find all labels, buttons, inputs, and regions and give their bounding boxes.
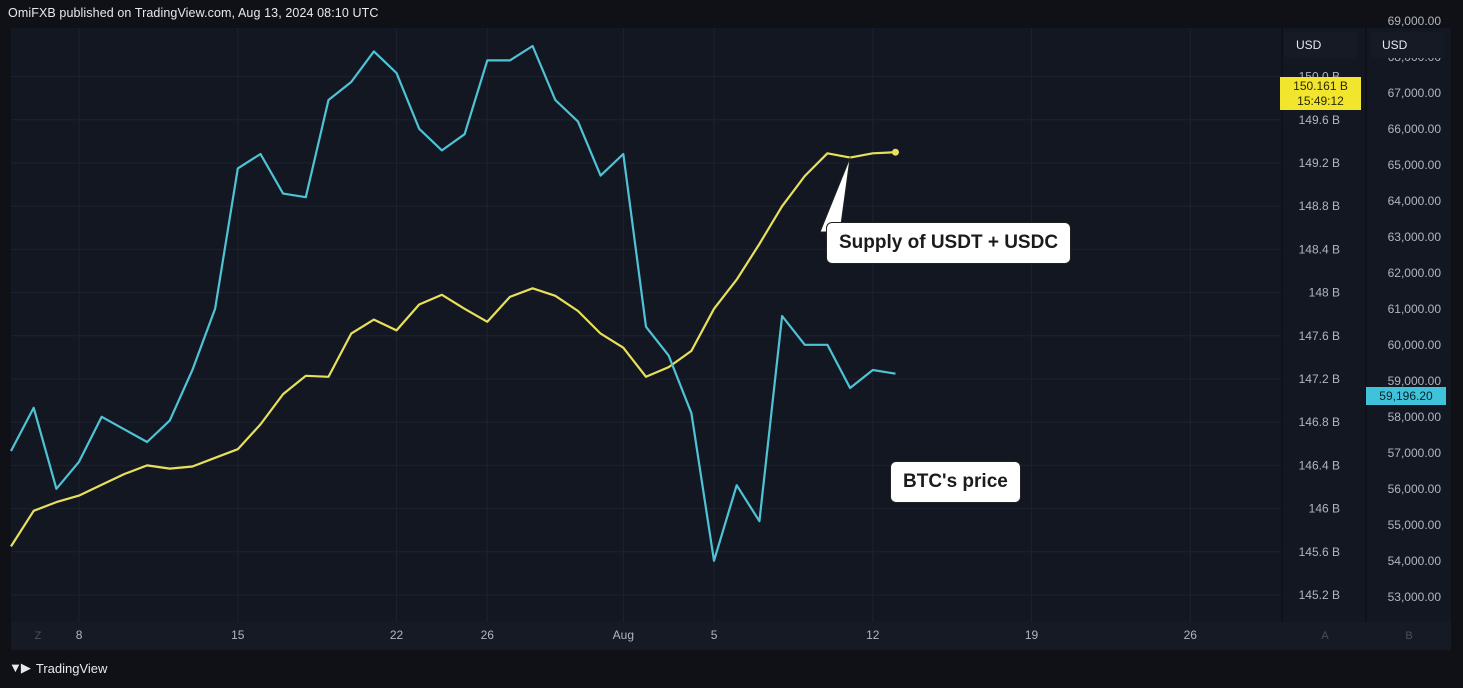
left-axis-corner-label: A xyxy=(1321,630,1329,642)
right-axis-tick-label: 65,000.00 xyxy=(1388,158,1442,172)
right-axis-corner-label: B xyxy=(1405,630,1412,642)
supply-last-point-marker xyxy=(891,148,899,156)
x-axis-strip xyxy=(11,622,1451,650)
x-tick-label: 12 xyxy=(866,628,880,642)
btc-last-value-badge: 59,196.20 xyxy=(1366,387,1446,405)
btc-callout: BTC's price xyxy=(890,461,1021,503)
right-axis-tick-label: 54,000.00 xyxy=(1388,554,1442,568)
right-axis-tick-label: 67,000.00 xyxy=(1388,86,1442,100)
right-axis-tick-label: 61,000.00 xyxy=(1388,302,1442,316)
x-tick-label: Aug xyxy=(613,628,634,642)
x-tick-label: 19 xyxy=(1025,628,1039,642)
x-axis-corner-label: Z xyxy=(35,630,42,642)
right-axis-tick-label: 58,000.00 xyxy=(1388,410,1442,424)
right-axis-tick-label: 62,000.00 xyxy=(1388,266,1442,280)
x-tick-label: 5 xyxy=(711,628,718,642)
right-axis-unit-header[interactable]: USD xyxy=(1370,32,1444,58)
left-axis-tick-label: 146.8 B xyxy=(1299,415,1340,429)
supply-last-value: 150.161 B xyxy=(1293,79,1348,93)
left-axis-tick-label: 149.6 B xyxy=(1299,113,1340,127)
left-axis-tick-label: 148 B xyxy=(1309,286,1340,300)
btc-series-line xyxy=(10,44,896,562)
right-axis-tick-label: 53,000.00 xyxy=(1388,590,1442,604)
publisher-header: OmiFXB published on TradingView.com, Aug… xyxy=(8,6,379,20)
x-tick-label: 15 xyxy=(231,628,245,642)
supply-last-value-badge: 150.161 B 15:49:12 xyxy=(1280,77,1361,110)
tradingview-logo-icon: ▼▶ xyxy=(9,660,31,675)
left-axis-tick-label: 147.6 B xyxy=(1299,329,1340,343)
right-axis-tick-label: 57,000.00 xyxy=(1388,446,1442,460)
x-tick-label: 8 xyxy=(76,628,83,642)
left-axis-tick-label: 147.2 B xyxy=(1299,372,1340,386)
right-axis-tick-label: 60,000.00 xyxy=(1388,338,1442,352)
right-axis-tick-label: 56,000.00 xyxy=(1388,482,1442,496)
left-axis-tick-label: 148.8 B xyxy=(1299,199,1340,213)
right-axis-tick-label: 59,000.00 xyxy=(1388,374,1442,388)
supply-countdown: 15:49:12 xyxy=(1297,94,1344,108)
left-axis-unit-header[interactable]: USD xyxy=(1284,32,1358,58)
right-axis-tick-label: 64,000.00 xyxy=(1388,194,1442,208)
axis-ticks: 8 15 22 26 Aug 5 12 19 26 145.2 B 145.6 B 146 B 146.… xyxy=(76,14,1442,642)
left-axis-tick-label: 148.4 B xyxy=(1299,242,1340,256)
left-axis-tick-label: 145.6 B xyxy=(1299,545,1340,559)
grid-lines xyxy=(11,28,1281,622)
right-axis-tick-label: 63,000.00 xyxy=(1388,230,1442,244)
x-tick-label: 26 xyxy=(481,628,495,642)
left-axis-tick-label: 145.2 B xyxy=(1299,588,1340,602)
left-axis-panel xyxy=(1283,28,1365,622)
supply-callout: Supply of USDT + USDC xyxy=(826,222,1072,264)
series-group xyxy=(10,44,899,562)
tradingview-footer[interactable]: ▼▶ TradingView xyxy=(9,659,107,677)
left-axis-tick-label: 149.2 B xyxy=(1299,156,1340,170)
supply-series-line xyxy=(10,151,896,547)
right-axis-panel xyxy=(1367,28,1451,622)
right-axis-tick-label: 66,000.00 xyxy=(1388,122,1442,136)
left-axis-tick-label: 146 B xyxy=(1309,502,1340,516)
left-axis-tick-label: 146.4 B xyxy=(1299,458,1340,472)
right-axis-tick-label: 55,000.00 xyxy=(1388,518,1442,532)
x-tick-label: 22 xyxy=(390,628,404,642)
right-axis-tick-label: 69,000.00 xyxy=(1388,14,1442,28)
x-tick-label: 26 xyxy=(1184,628,1198,642)
tradingview-brand: TradingView xyxy=(35,660,108,676)
